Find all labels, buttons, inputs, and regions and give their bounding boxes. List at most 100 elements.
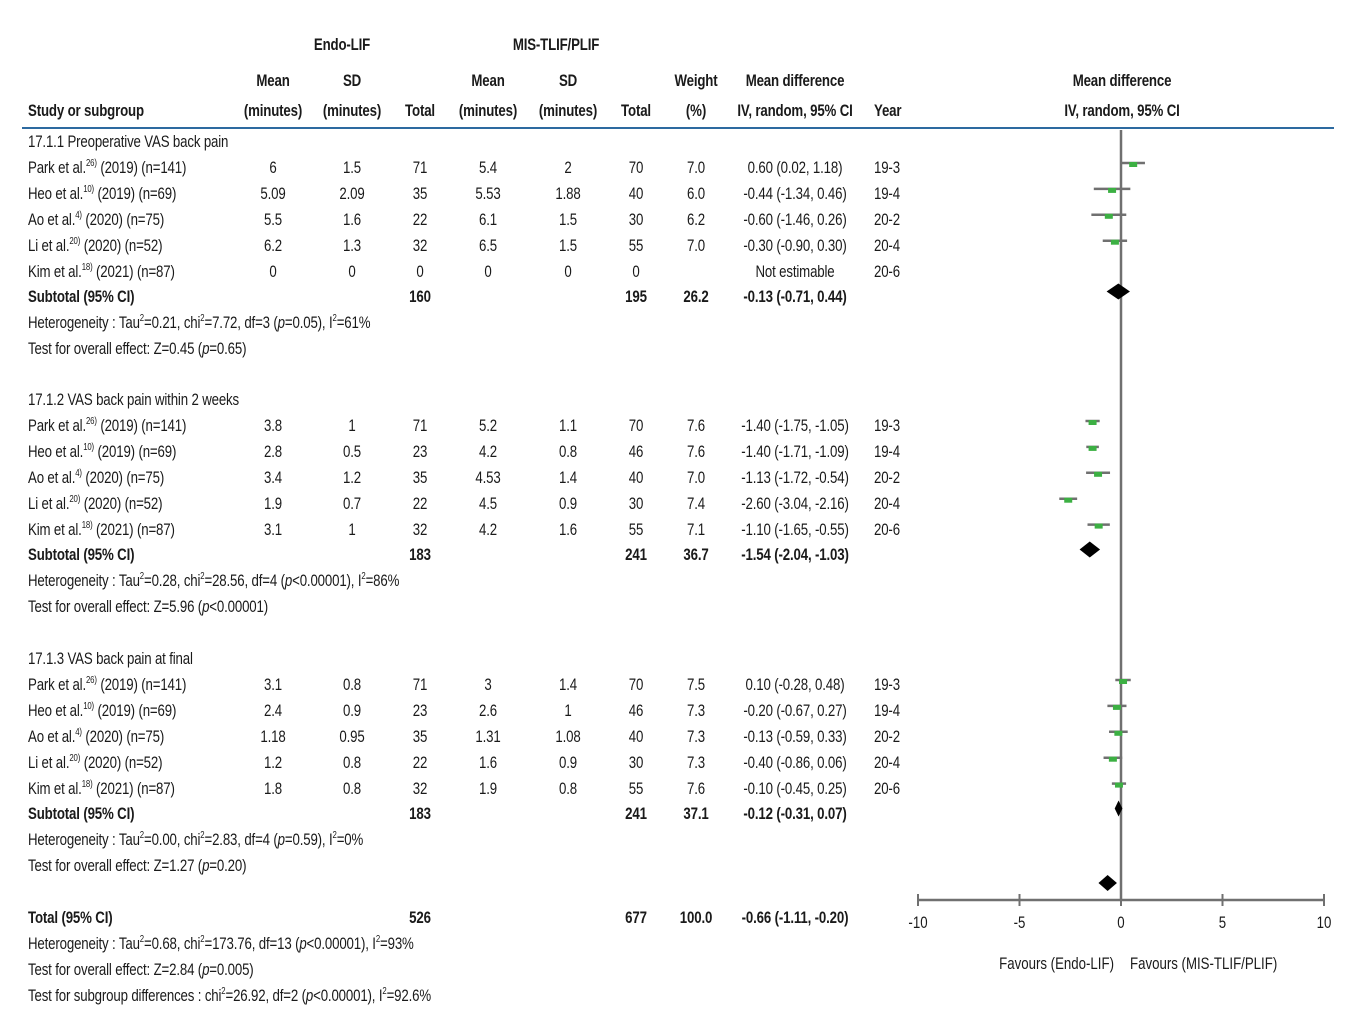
study-point-marker xyxy=(1094,523,1103,529)
subgroup-b: <0.00001), I xyxy=(313,986,383,1005)
study-ref: 10) xyxy=(83,183,95,195)
mis-total: 0 xyxy=(632,261,640,281)
total-mean-difference: -0.66 (-1.11, -0.20) xyxy=(741,908,849,927)
mean-difference: -0.60 (-1.46, 0.26) xyxy=(743,209,847,229)
endo-mean: 2.4 xyxy=(264,700,282,720)
study-author: Kim et al. xyxy=(28,778,82,798)
mis-mean: 4.53 xyxy=(475,467,501,487)
study-author: Li et al. xyxy=(28,235,70,255)
het-d: =93% xyxy=(380,934,414,953)
study-label: Heo et al.10) (2019) (n=69) xyxy=(28,701,176,721)
mean-difference: -0.13 (-0.59, 0.33) xyxy=(743,726,847,746)
mis-sd: 0 xyxy=(564,261,572,281)
endo-sd: 1.3 xyxy=(343,235,361,255)
study-detail: (2021) (n=87) xyxy=(92,519,175,539)
endo-mean: 3.1 xyxy=(264,519,282,539)
mis-sd: 0.8 xyxy=(559,778,577,798)
effect-suffix: =0.005) xyxy=(209,960,254,979)
sup2: 2 xyxy=(200,571,205,583)
het-b: =2.83, df=4 ( xyxy=(204,830,278,850)
study-detail: (2020) (n=75) xyxy=(81,209,165,229)
overall-effect-text: Test for overall effect: Z=5.96 (p<0.000… xyxy=(28,597,268,617)
endo-total: 22 xyxy=(412,752,428,772)
col-sd1-l1: SD xyxy=(342,71,362,90)
study-author: Heo et al. xyxy=(28,700,84,720)
het-d: =61% xyxy=(336,313,371,333)
study-point-marker xyxy=(1112,704,1121,710)
sup2: 2 xyxy=(200,934,205,945)
study-author: Heo et al. xyxy=(28,441,84,461)
endo-total: 22 xyxy=(412,209,428,229)
subtotal-endo-total: 160 xyxy=(409,287,431,307)
study-label: Ao et al.4) (2020) (n=75) xyxy=(28,727,164,747)
study-ref: 4) xyxy=(75,726,82,738)
study-point-marker xyxy=(1094,471,1103,477)
study-point-marker xyxy=(1108,187,1117,193)
study-label: Li et al.20) (2020) (n=52) xyxy=(28,494,163,514)
mean-difference: Not estimable xyxy=(755,261,835,281)
col-md-l2: IV, random, 95% CI xyxy=(737,101,853,120)
endo-total: 32 xyxy=(412,235,428,255)
endo-total: 32 xyxy=(412,519,428,539)
col-mean2-l2: (minutes) xyxy=(458,101,518,120)
het-a: =0.21, chi xyxy=(143,313,201,333)
col-mean1-l2: (minutes) xyxy=(243,101,303,120)
study-detail: (2020) (n=52) xyxy=(80,752,163,772)
endo-mean: 1.9 xyxy=(264,493,282,513)
mis-sd: 0.9 xyxy=(559,752,577,772)
endo-mean: 3.4 xyxy=(264,467,282,487)
subtotal-mean-difference: -1.54 (-2.04, -1.03) xyxy=(741,545,849,565)
endo-mean: 2.8 xyxy=(264,441,282,461)
total-endo: 526 xyxy=(409,908,431,927)
plot-title-l1: Mean difference xyxy=(1072,71,1172,90)
subtotal-endo-total: 183 xyxy=(409,545,431,565)
subtotal-diamond xyxy=(1114,800,1123,817)
heterogeneity-text: Heterogeneity : Tau2=0.21, chi2=7.72, df… xyxy=(28,313,371,333)
year: 19-3 xyxy=(874,674,900,694)
endo-mean: 5.09 xyxy=(260,183,286,203)
study-point-marker xyxy=(1114,730,1123,736)
study-point-marker xyxy=(1064,497,1073,503)
study-point-marker xyxy=(1110,239,1119,245)
year: 19-3 xyxy=(874,415,900,435)
study-author: Ao et al. xyxy=(28,726,76,746)
endo-sd: 1 xyxy=(348,415,356,435)
sup2: 2 xyxy=(139,571,144,583)
study-ref: 4) xyxy=(75,467,82,479)
study-point-marker xyxy=(1088,420,1097,425)
effect-p: p xyxy=(202,856,210,876)
x-tick-label: -10 xyxy=(908,914,927,933)
x-tick-label: -5 xyxy=(1014,914,1026,933)
het-prefix: Heterogeneity : Tau xyxy=(28,313,140,333)
mis-sd: 1.4 xyxy=(559,467,577,487)
het-b: =173.76, df=13 ( xyxy=(204,934,300,953)
het-p: p xyxy=(277,830,285,850)
overall-diamond xyxy=(1098,875,1117,891)
mean-difference: -0.40 (-0.86, 0.06) xyxy=(743,752,847,772)
x-tick-label: 5 xyxy=(1219,914,1226,933)
total-label: Total (95% CI) xyxy=(28,908,113,927)
mean-difference: -1.10 (-1.65, -0.55) xyxy=(741,519,849,539)
study-author: Park et al. xyxy=(28,415,86,435)
col-study: Study or subgroup xyxy=(28,101,144,120)
endo-total: 35 xyxy=(412,183,428,203)
endo-total: 35 xyxy=(412,467,428,487)
het-c: =0.05), I xyxy=(284,313,333,333)
het-d: =0% xyxy=(336,830,364,850)
subgroup-p: p xyxy=(305,986,314,1005)
year: 20-6 xyxy=(874,778,900,798)
mis-total: 40 xyxy=(628,183,644,203)
study-ref: 20) xyxy=(69,752,81,764)
mis-total: 55 xyxy=(628,235,644,255)
study-label: Ao et al.4) (2020) (n=75) xyxy=(28,468,164,488)
mean-difference: -2.60 (-3.04, -2.16) xyxy=(741,493,849,513)
sup2: 2 xyxy=(375,934,381,945)
mean-difference: -0.30 (-0.90, 0.30) xyxy=(743,235,847,255)
mis-total: 30 xyxy=(628,493,644,513)
subgroup-title: 17.1.3 VAS back pain at final xyxy=(28,649,193,668)
endo-sd: 0.8 xyxy=(343,674,361,694)
endo-sd: 1.2 xyxy=(343,467,361,487)
endo-sd: 1 xyxy=(348,519,356,539)
group2-header: MIS-TLIF/PLIF xyxy=(512,35,600,54)
